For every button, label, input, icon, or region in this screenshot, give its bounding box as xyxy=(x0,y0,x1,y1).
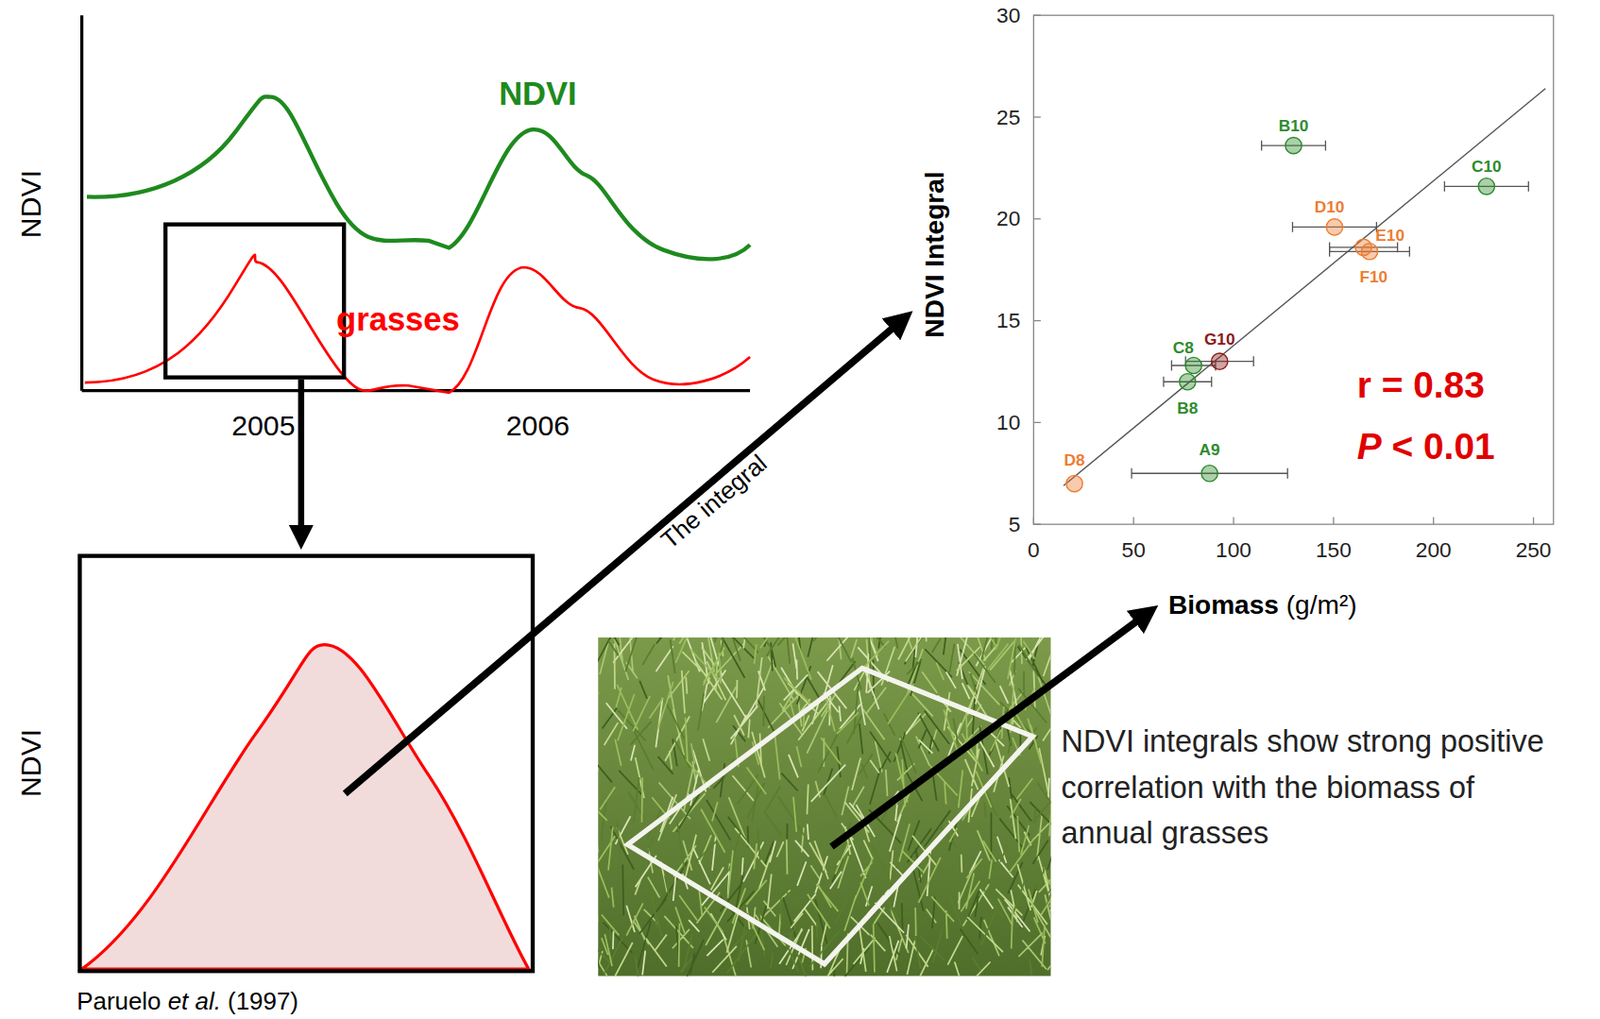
grass-blades xyxy=(597,637,1052,977)
photo xyxy=(570,590,1077,984)
y-tick-label: 20 xyxy=(996,205,1021,231)
y-tick-label: 30 xyxy=(996,2,1021,28)
point xyxy=(1285,137,1302,154)
y-tick xyxy=(1033,422,1041,424)
annotation-part: P xyxy=(1357,425,1382,467)
citation: Paruelo et al. (1997) xyxy=(76,987,299,1015)
annotation-part: < 0.01 xyxy=(1381,425,1496,467)
ndvi-curve xyxy=(86,96,750,259)
grass-blades xyxy=(597,637,1052,975)
series-label: NDVI xyxy=(498,75,578,112)
y-tick xyxy=(1033,218,1041,220)
point-label: G10 xyxy=(1204,329,1236,349)
plot-frame xyxy=(1033,15,1553,525)
point-label: F10 xyxy=(1359,267,1388,287)
point-label: C8 xyxy=(1173,338,1194,358)
point xyxy=(1179,374,1196,391)
zoom-frame xyxy=(79,556,533,972)
grass-blades xyxy=(597,637,1052,977)
trend-line xyxy=(1063,88,1546,486)
annotation: P < 0.01 xyxy=(1357,425,1496,467)
x-tick-label: 100 xyxy=(1215,537,1252,562)
y-tick-label: 15 xyxy=(996,307,1021,333)
series-label: grasses xyxy=(336,301,460,338)
grass-blades xyxy=(597,637,1052,977)
y-label: NDVI xyxy=(15,170,47,239)
y-tick xyxy=(1033,320,1041,322)
year-label: 2005 xyxy=(231,409,295,442)
y-axis-title: NDVI Integral xyxy=(919,170,950,338)
figure: NDVINDVIgrasses20052006NDVIParuelo et al… xyxy=(0,0,1600,1019)
caption-line: NDVI integrals show strong positive xyxy=(1061,724,1545,759)
zoom-box xyxy=(165,224,344,378)
x-tick-label: 50 xyxy=(1122,537,1146,562)
x-tick xyxy=(1232,517,1234,526)
y-tick xyxy=(1033,116,1041,118)
x-tick xyxy=(1532,517,1534,526)
point-label: D8 xyxy=(1063,450,1085,470)
grass-blades xyxy=(597,637,1052,977)
arrow-label: The integral xyxy=(656,449,772,554)
quadrat xyxy=(627,667,1033,964)
axis-line xyxy=(82,389,750,392)
year-label: 2006 xyxy=(506,409,570,442)
point xyxy=(1478,178,1495,195)
photo-content xyxy=(597,637,1052,977)
zoom-panel: NDVI Paruelo et al. (1997) xyxy=(15,556,533,1016)
axis-line xyxy=(80,15,84,391)
citation-part: et al. xyxy=(161,987,222,1015)
scatter-chart: 0 50 100 150 200 250 5 10 15 20 25 30 NDVI Integral B… xyxy=(919,2,1553,620)
point-label: B10 xyxy=(1278,116,1310,136)
y-tick-label: 10 xyxy=(996,409,1021,435)
point xyxy=(1066,475,1083,492)
grass-blades xyxy=(597,637,1052,972)
caption-line: correlation with the biomass of xyxy=(1061,770,1476,805)
point xyxy=(1326,219,1343,236)
point-label: B8 xyxy=(1176,398,1198,418)
point-labels: B10 C10 D10 E10 F10 G10 C8 B8 A9 D8 xyxy=(1063,116,1501,470)
point-label: C10 xyxy=(1471,156,1502,176)
grasses-curve xyxy=(85,255,750,393)
caption: NDVI integrals show strong positive corre… xyxy=(1061,724,1545,851)
citation-part: (1997) xyxy=(221,987,299,1015)
point-label: E10 xyxy=(1375,225,1405,245)
point-label: D10 xyxy=(1314,197,1345,217)
x-tick-label: 250 xyxy=(1515,537,1552,562)
x-tick-label: 0 xyxy=(1027,537,1040,562)
point-label: A9 xyxy=(1199,440,1221,460)
point xyxy=(1361,243,1378,260)
y-label: NDVI xyxy=(15,729,47,798)
x-tick-label: 200 xyxy=(1415,537,1452,562)
marks xyxy=(1063,88,1546,493)
photo-ground xyxy=(597,637,1052,977)
point xyxy=(1185,357,1202,374)
citation-part: Paruelo xyxy=(76,987,161,1015)
y-tick xyxy=(1033,524,1041,526)
y-tick-label: 5 xyxy=(1008,511,1022,537)
x-axis-title: Biomass (g/m²) xyxy=(1168,590,1358,620)
point xyxy=(1201,465,1218,482)
x-axis-title-part: Biomass xyxy=(1168,590,1279,620)
arrow xyxy=(298,379,305,539)
caption-line: annual grasses xyxy=(1061,816,1270,851)
x-tick xyxy=(1432,517,1434,526)
x-axis-title-part: (g/m²) xyxy=(1278,590,1358,620)
y-tick-label: 25 xyxy=(996,104,1021,130)
x-tick xyxy=(1133,517,1135,526)
x-tick-label: 150 xyxy=(1315,537,1352,562)
arrow xyxy=(344,319,903,794)
y-tick xyxy=(1033,15,1041,17)
x-tick xyxy=(1332,517,1334,526)
annotation: r = 0.83 xyxy=(1357,364,1485,406)
top-panel: NDVI NDVI grasses 2005 2006 xyxy=(15,15,750,539)
x-tick xyxy=(1033,517,1035,526)
point xyxy=(1211,353,1228,370)
